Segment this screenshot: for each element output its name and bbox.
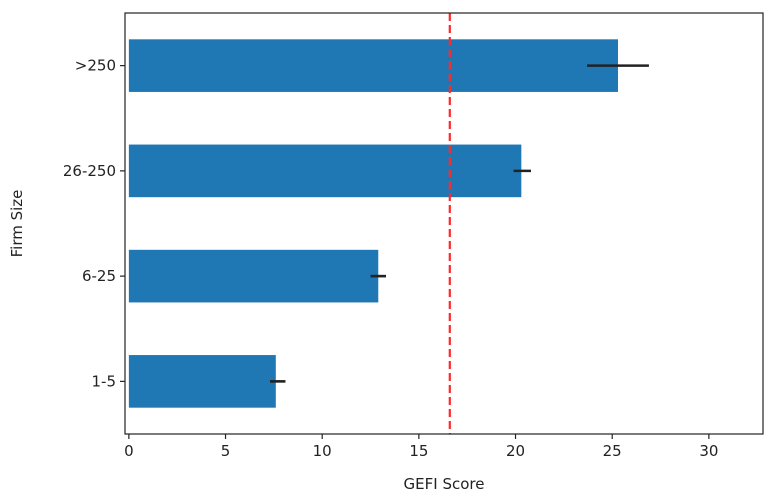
plot-frame [124,12,764,435]
y-tick-label-26-250: 26-250 [63,162,116,180]
y-axis-label: Firm Size [8,190,26,258]
x-tick-label-0: 0 [124,442,134,460]
y-tick-label-1-5: 1-5 [92,372,117,390]
x-tick-label-25: 25 [603,442,622,460]
bars-layer [128,39,618,408]
y-tick-label-6-25: 6-25 [82,267,116,285]
bar-6-25 [128,249,379,303]
x-tick-label-10: 10 [313,442,332,460]
bar->250 [128,39,618,92]
x-tick-label-5: 5 [221,442,231,460]
x-axis-label: GEFI Score [404,475,485,493]
bar-1-5 [128,355,276,408]
x-tick-label-15: 15 [409,442,428,460]
x-tick-label-30: 30 [699,442,718,460]
y-tick-label->250: >250 [75,57,116,75]
x-tick-label-20: 20 [506,442,525,460]
x-ticks-layer: 0 5 10 15 20 25 30 [124,434,718,460]
error-bars-layer [270,64,649,383]
y-ticks-layer: 1-5 6-25 26-250 >250 [63,57,125,390]
bar-26-250 [128,144,522,198]
